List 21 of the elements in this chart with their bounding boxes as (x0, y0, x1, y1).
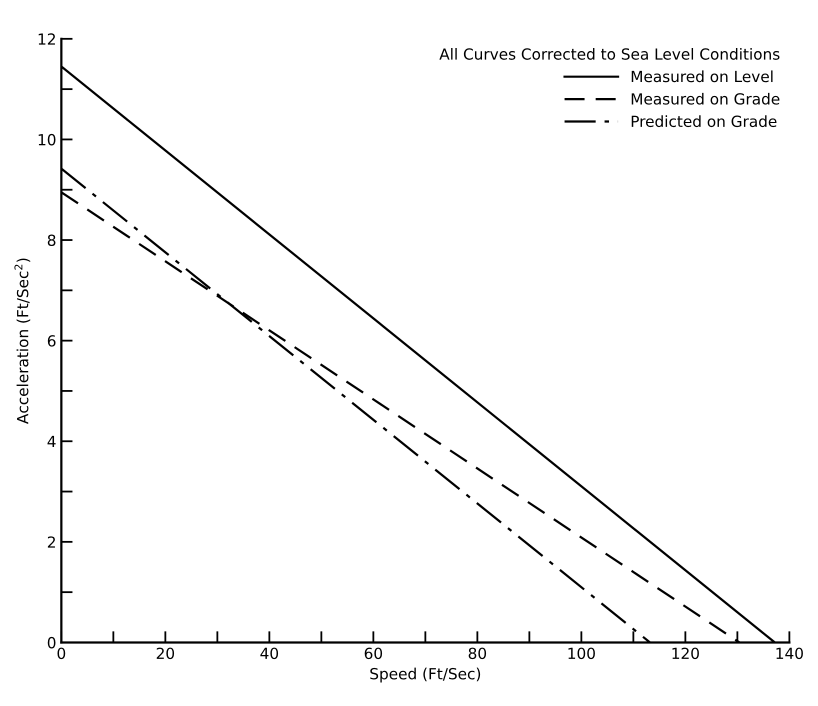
y-tick-label: 2 (48, 536, 55, 548)
y-axis-title: Acceleration (Ft/Sec$^{2}$) (14, 258, 30, 424)
x-tick-label: 120 (672, 648, 699, 660)
legend-label: Predicted on Grade (632, 115, 776, 128)
x-tick-label: 0 (57, 648, 66, 660)
x-axis-title: Speed (Ft/Sec) (370, 668, 480, 682)
x-tick-label: 40 (260, 648, 278, 660)
x-tick-label: 80 (468, 648, 486, 660)
legend-title: All Curves Corrected to Sea Level Conditions (439, 48, 780, 60)
y-tick-label: 10 (38, 134, 56, 146)
legend-label: Measured on Level (632, 70, 773, 82)
x-tick-label: 60 (364, 648, 382, 660)
y-tick-label: 4 (48, 436, 56, 448)
y-tick-label: 8 (48, 234, 56, 246)
y-tick-label: 0 (48, 636, 56, 648)
x-tick-label: 100 (568, 648, 595, 660)
y-tick-label: 6 (48, 335, 56, 347)
legend-label: Measured on Grade (632, 92, 780, 105)
x-tick-label: 20 (156, 648, 174, 660)
x-tick-label: 140 (776, 648, 803, 660)
y-tick-label: 12 (38, 33, 55, 45)
